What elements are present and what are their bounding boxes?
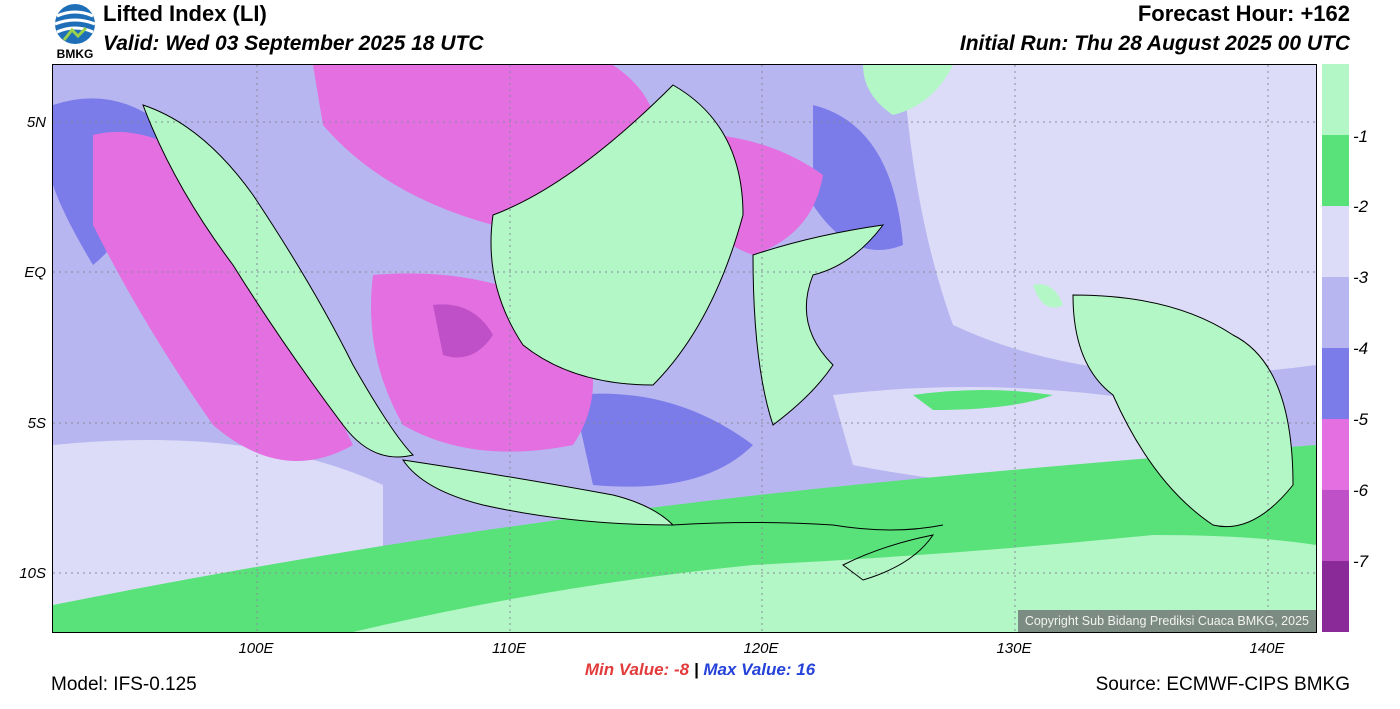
lon-label-130e: 130E (996, 640, 1032, 657)
valid-time: Valid: Wed 03 September 2025 18 UTC (103, 32, 484, 55)
land-java (403, 460, 673, 525)
field-zone-banda (833, 387, 1173, 488)
field-zone-flores (573, 393, 753, 487)
land-philippines (863, 65, 953, 115)
land-new-guinea (1073, 295, 1293, 527)
lat-label-5s: 5S (27, 415, 46, 432)
max-label: Max Value: (703, 660, 792, 679)
map-grid (53, 65, 1316, 632)
coast-sumatra (142, 104, 414, 458)
colorbar-label-minus7: -7 (1353, 552, 1369, 571)
colorbar (1322, 64, 1349, 632)
copyright-notice: Copyright Sub Bidang Prediksi Cuaca BMKG… (1017, 610, 1316, 632)
colorbar-label-minus6: -6 (1353, 481, 1369, 500)
lat-label-5n: 5N (26, 114, 46, 131)
land-sulawesi (753, 225, 883, 425)
land-sumatra (143, 105, 413, 457)
field-zone-deep-magenta (433, 304, 493, 358)
min-max-values: Min Value: -8 | Max Value: 16 (0, 660, 1400, 680)
field-zone-indian-ocean (93, 131, 353, 461)
land-seram (913, 390, 1053, 410)
map-title: Lifted Index (LI) (103, 1, 267, 26)
min-value: -8 (673, 660, 690, 679)
forecast-hour: Forecast Hour: +162 (1137, 1, 1350, 26)
source-info: Source: ECMWF-CIPS BMKG (1095, 674, 1350, 695)
coastlines (142, 84, 1294, 581)
logo-text: BMKG (57, 47, 94, 60)
value-separator: | (693, 660, 699, 679)
bmkg-logo: BMKG (50, 2, 100, 61)
colorbar-label-minus1: -1 (1353, 127, 1369, 146)
coast-timor (842, 534, 935, 581)
lifted-index-map: Copyright Sub Bidang Prediksi Cuaca BMKG… (52, 64, 1317, 633)
colorbar-swatch (1322, 206, 1349, 277)
min-label: Min Value: (584, 660, 670, 679)
field-zone-southern-ocean-pale (353, 535, 1316, 632)
colorbar-swatch (1322, 490, 1349, 561)
colorbar-label-minus4: -4 (1353, 339, 1369, 358)
colorbar-swatch (1322, 64, 1349, 135)
land-maluku (1033, 284, 1063, 308)
colorbar-swatch (1322, 277, 1349, 348)
field-zone-ne (903, 65, 1316, 374)
initial-run: Initial Run: Thu 28 August 2025 00 UTC (959, 32, 1350, 55)
lon-label-100e: 100E (238, 640, 274, 657)
coast-nusa-tenggara (672, 522, 944, 531)
lon-label-120e: 120E (743, 640, 779, 657)
lon-label-140e: 140E (1249, 640, 1285, 657)
colorbar-swatch (1322, 419, 1349, 490)
field-zone-celebes-sea (813, 105, 903, 250)
max-value: 16 (796, 660, 816, 679)
coast-new-guinea (1072, 294, 1294, 528)
lat-label-eq: EQ (24, 264, 46, 281)
coast-sulawesi (752, 224, 885, 426)
colorbar-swatch (1322, 561, 1349, 632)
coast-borneo (490, 84, 744, 386)
land-borneo (491, 85, 743, 385)
colorbar-label-minus5: -5 (1353, 410, 1369, 429)
colorbar-swatch (1322, 348, 1349, 419)
colorbar-label-minus2: -2 (1353, 197, 1369, 216)
colorbar-swatch (1322, 135, 1349, 206)
model-info: Model: IFS-0.125 (51, 674, 197, 695)
lat-label-10s: 10S (19, 565, 46, 582)
lon-label-110e: 110E (492, 640, 526, 657)
colorbar-label-minus3: -3 (1353, 268, 1369, 287)
